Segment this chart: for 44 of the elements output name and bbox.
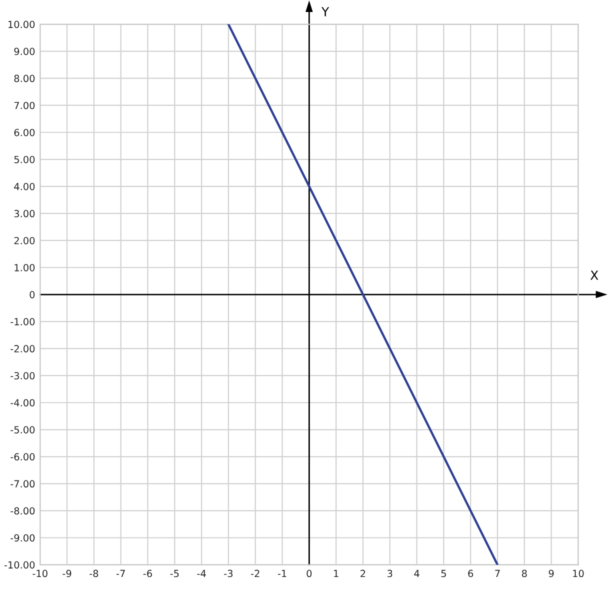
y-tick-label: -8.00	[10, 507, 35, 515]
x-tick-label: 7	[495, 570, 500, 578]
x-tick-label: -6	[143, 570, 152, 578]
y-tick-label: -2.00	[10, 345, 35, 352]
y-tick-label: -3.00	[10, 372, 35, 380]
x-tick-label: 2	[360, 570, 366, 578]
y-tick-label: 8.00	[14, 74, 35, 82]
x-tick-label: 0	[306, 570, 312, 578]
x-tick-label: -3	[224, 570, 233, 578]
x-tick-label: -9	[62, 570, 72, 578]
y-tick-label: -10.00	[4, 561, 35, 569]
y-tick-label: 2.00	[14, 236, 35, 244]
y-tick-label: 4.00	[14, 182, 35, 190]
x-tick-label: -7	[116, 570, 125, 578]
x-tick-label: -2	[250, 570, 260, 578]
x-tick-label: -8	[90, 570, 98, 578]
y-tick-label: 5.00	[14, 156, 35, 164]
x-tick-label: 8	[522, 570, 527, 578]
y-tick-label: 3.00	[14, 210, 35, 218]
y-tick-label: -6.00	[10, 453, 35, 460]
x-tick-label: -5	[170, 570, 179, 578]
x-tick-label: -4	[197, 570, 206, 578]
y-tick-label: 6.00	[14, 128, 35, 136]
x-tick-label: 6	[468, 570, 474, 578]
y-tick-label: -7.00	[10, 480, 35, 488]
x-axis-title: X	[590, 270, 598, 280]
y-tick-label: -1.00	[10, 318, 35, 326]
x-tick-label: -1	[278, 570, 286, 578]
y-tick-label: -5.00	[10, 426, 35, 434]
x-tick-label: 9	[548, 570, 554, 578]
y-tick-label: -4.00	[10, 399, 35, 406]
y-tick-label: 7.00	[14, 102, 35, 110]
y-axis-title: Y	[321, 7, 330, 16]
y-tick-label: 9.00	[14, 48, 35, 56]
x-tick-label: -10	[32, 570, 48, 578]
x-tick-label: 4	[414, 570, 420, 578]
x-tick-label: 1	[334, 570, 338, 578]
y-tick-label: 1.00	[14, 264, 35, 272]
y-tick-label: 10.00	[8, 20, 35, 28]
x-tick-label: 5	[441, 570, 446, 578]
x-tick-label: 10	[573, 570, 584, 578]
y-tick-label: -9.00	[10, 534, 35, 542]
y-tick-label: 0	[30, 291, 35, 298]
x-tick-label: 3	[388, 570, 392, 578]
